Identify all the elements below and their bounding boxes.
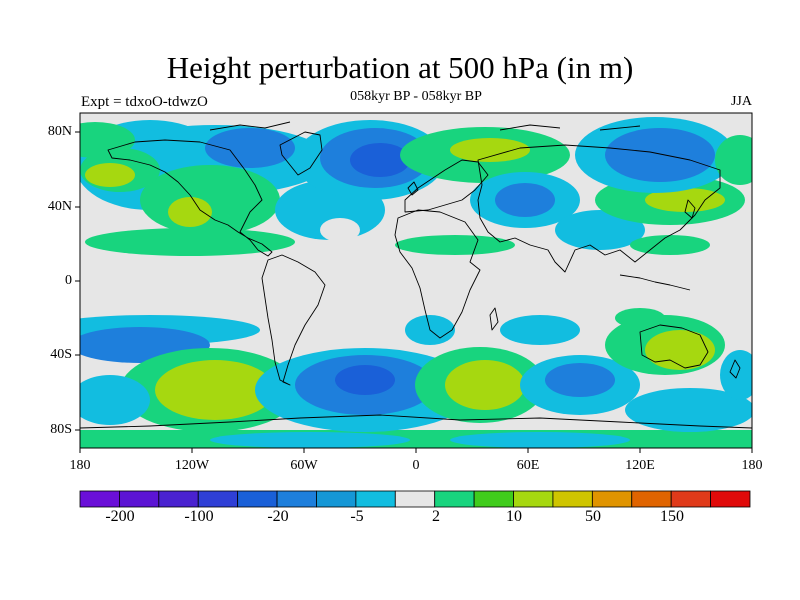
field-region [335, 365, 395, 395]
map-ticks [75, 131, 753, 453]
indonesia-coast [619, 274, 691, 291]
field-region [615, 308, 665, 328]
field-region [80, 122, 135, 158]
northern-field [80, 117, 752, 256]
colorbar-swatch [237, 490, 278, 508]
colorbar-label: 10 [506, 508, 522, 525]
field-region [545, 363, 615, 397]
colorbar-swatch [710, 490, 751, 508]
colorbar-swatch [316, 490, 357, 508]
colorbar-label: 2 [432, 508, 440, 525]
colorbar-swatch [394, 490, 436, 508]
field-region [80, 375, 150, 425]
antarctica-coast [80, 414, 752, 429]
africa-coast [394, 209, 481, 339]
field-region [168, 197, 212, 227]
colorbar-swatch [552, 490, 593, 508]
colorbar-label: -100 [184, 508, 214, 525]
field-region [155, 360, 275, 420]
field-region [205, 128, 295, 168]
south-america-coast [261, 254, 326, 386]
field-region [630, 235, 710, 255]
colorbar-swatch [434, 490, 475, 508]
japan-coast [684, 199, 696, 219]
colorbar-swatch [79, 490, 120, 508]
colorbar-label: -20 [267, 508, 289, 525]
field-region [85, 228, 295, 256]
colorbar-swatch [158, 490, 199, 508]
lon-label: 180 [69, 458, 91, 473]
field-region [715, 135, 752, 185]
field-region [80, 430, 752, 448]
north-america-coast [107, 139, 273, 257]
field-region [625, 388, 752, 432]
field-region [645, 330, 715, 370]
field-region [210, 432, 410, 448]
colorbar-swatch [591, 490, 633, 508]
coastlines [80, 121, 752, 429]
colorbar-label: 50 [585, 508, 601, 525]
colorbar-swatch [513, 490, 554, 508]
lat-label: 40S [50, 347, 72, 362]
madagascar-coast [489, 307, 499, 331]
colorbar-swatch [276, 490, 317, 508]
experiment-label: Expt = tdxoO-tdwzO [81, 94, 208, 110]
map-field [80, 113, 752, 448]
southern-field [80, 308, 752, 448]
colorbar-label: -5 [350, 508, 364, 525]
colorbar-label: 150 [660, 508, 684, 525]
field-region [140, 165, 280, 235]
asia-coast [477, 144, 721, 273]
colorbar-swatch [197, 490, 239, 508]
colorbar [79, 490, 751, 508]
lon-label: 180 [741, 458, 763, 473]
season-label: JJA [730, 94, 752, 109]
lat-label: 80S [50, 422, 72, 437]
australia-coast [639, 324, 709, 369]
field-region [320, 218, 360, 242]
lat-label: 80N [47, 124, 72, 139]
arctic-islands-coast [209, 121, 641, 131]
colorbar-label: -200 [105, 508, 135, 525]
greenland-coast [279, 131, 323, 176]
lon-label: 60E [516, 458, 540, 473]
colorbar-swatch [119, 490, 160, 508]
field-region [445, 360, 525, 410]
lat-label: 40N [47, 199, 72, 214]
plot-title: Height perturbation at 500 hPa (in m) [166, 50, 634, 85]
field-region [555, 210, 645, 250]
field-region [450, 432, 630, 448]
uk-coast [407, 181, 419, 196]
field-region [350, 143, 410, 177]
field-region [605, 128, 715, 182]
field-region [500, 315, 580, 345]
lon-label: 120W [174, 458, 210, 473]
new-zealand-coast [729, 359, 741, 379]
colorbar-swatch [670, 490, 711, 508]
lon-label: 0 [412, 458, 420, 473]
colorbar-swatch [473, 490, 514, 508]
colorbar-swatch [631, 490, 672, 508]
plot-subtitle: 058kyr BP - 058kyr BP [350, 89, 482, 104]
field-region [450, 138, 530, 162]
field-region [395, 235, 515, 255]
lat-label: 0 [65, 273, 72, 288]
colorbar-swatch [355, 490, 396, 508]
field-region [720, 350, 752, 400]
lon-label: 60W [290, 458, 318, 473]
field-region [85, 163, 135, 187]
lon-label: 120E [625, 458, 655, 473]
field-region [495, 183, 555, 217]
field-region [645, 188, 725, 212]
